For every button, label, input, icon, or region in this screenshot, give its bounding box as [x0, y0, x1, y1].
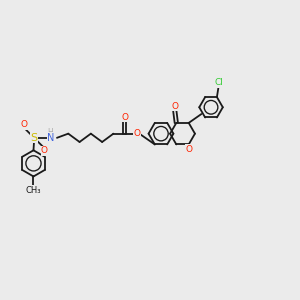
Text: H: H	[48, 128, 53, 137]
Text: O: O	[121, 112, 128, 122]
Text: O: O	[41, 146, 48, 155]
Text: O: O	[134, 129, 140, 138]
Text: O: O	[171, 102, 178, 111]
Text: O: O	[20, 120, 27, 129]
Text: Cl: Cl	[214, 78, 224, 87]
Text: S: S	[31, 133, 38, 143]
Text: CH₃: CH₃	[26, 186, 41, 195]
Text: N: N	[47, 133, 54, 143]
Text: O: O	[186, 145, 193, 154]
